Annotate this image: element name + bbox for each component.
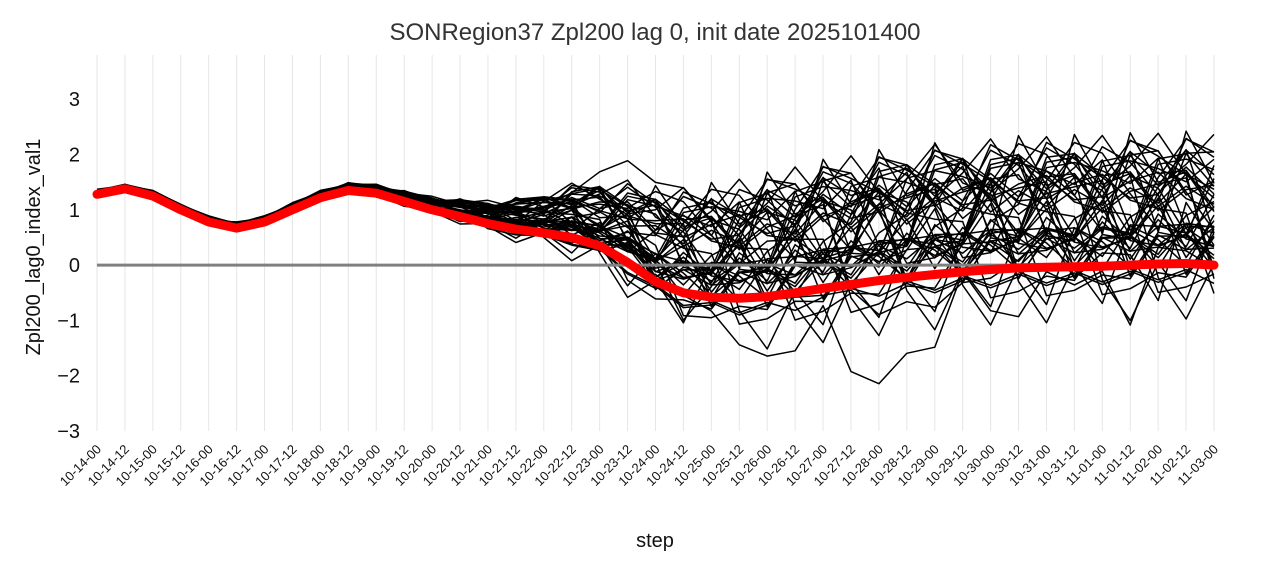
y-tick-label: 3 bbox=[69, 89, 80, 111]
grid-lines bbox=[96, 55, 1215, 431]
ensemble-mean-line bbox=[92, 184, 1219, 303]
y-tick-label: −3 bbox=[57, 421, 80, 443]
x-axis-label: step bbox=[636, 530, 674, 552]
chart-title: SONRegion37 Zpl200 lag 0, init date 2025… bbox=[389, 19, 920, 46]
x-tick-labels: 10-14-0010-14-1210-15-0010-15-1210-16-00… bbox=[57, 442, 1221, 489]
y-tick-label: −2 bbox=[57, 366, 80, 388]
y-tick-label: −1 bbox=[57, 310, 80, 332]
y-axis-label: Zpl200_lag0_index_val1 bbox=[23, 139, 45, 356]
ensemble-mean bbox=[92, 184, 1219, 303]
y-tick-labels: −3 −2 −1 0 1 2 3 bbox=[57, 89, 80, 443]
y-tick-label: 0 bbox=[69, 255, 80, 277]
y-tick-label: 1 bbox=[69, 200, 80, 222]
y-tick-label: 2 bbox=[69, 145, 80, 167]
